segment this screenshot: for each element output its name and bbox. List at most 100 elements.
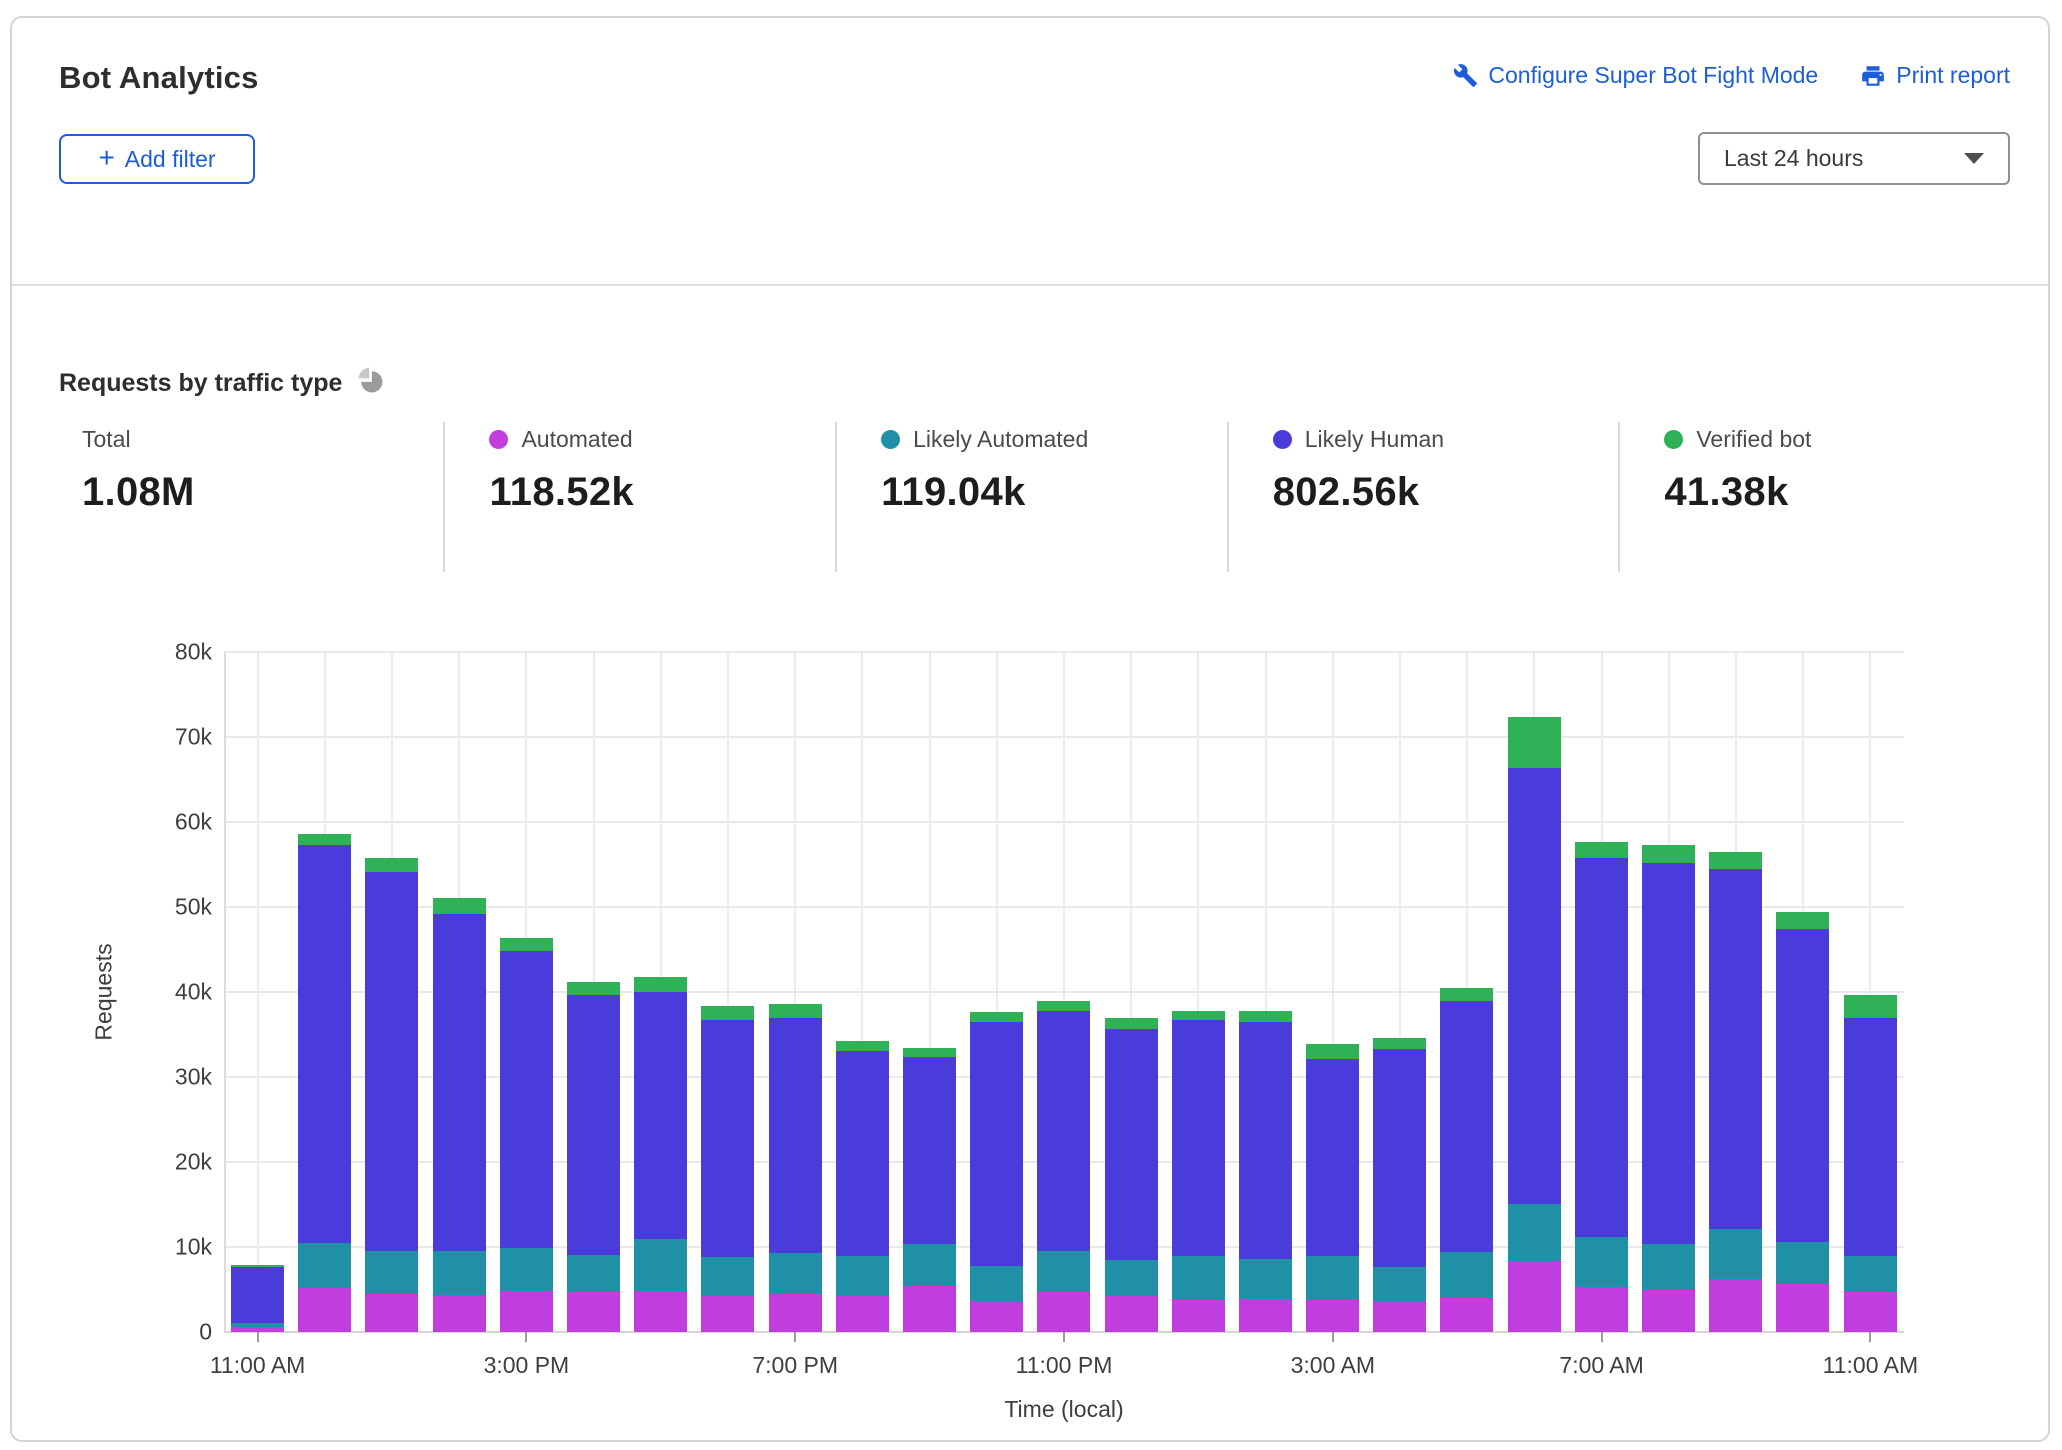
bar-segment-automated[interactable] [701,1296,754,1332]
bar-segment-verified-bot[interactable] [1105,1018,1158,1029]
bar-segment-likely-automated[interactable] [836,1256,889,1296]
bar-segment-likely-automated[interactable] [970,1266,1023,1302]
bar-segment-automated[interactable] [1508,1261,1561,1332]
bar-segment-automated[interactable] [1105,1296,1158,1332]
bar-segment-verified-bot[interactable] [769,1004,822,1018]
bar-segment-likely-automated[interactable] [1172,1256,1225,1300]
bar-segment-likely-human[interactable] [1172,1020,1225,1255]
bar-segment-verified-bot[interactable] [500,938,553,951]
bar-segment-likely-human[interactable] [1575,858,1628,1237]
bar-segment-automated[interactable] [1709,1279,1762,1332]
bar-segment-automated[interactable] [1373,1301,1426,1332]
bar-segment-likely-automated[interactable] [500,1248,553,1291]
bar-segment-automated[interactable] [298,1288,351,1332]
stacked-bar-11:00 AM[interactable] [1844,995,1897,1332]
bar-segment-likely-automated[interactable] [1440,1252,1493,1298]
bar-segment-likely-automated[interactable] [433,1251,486,1294]
bar-segment-likely-automated[interactable] [1037,1251,1090,1292]
bar-segment-likely-automated[interactable] [1306,1256,1359,1299]
bar-segment-automated[interactable] [903,1286,956,1332]
bar-segment-likely-human[interactable] [1709,869,1762,1229]
stacked-bar-2:00 AM[interactable] [1239,1011,1292,1332]
time-range-dropdown[interactable]: Last 24 hours [1698,132,2010,185]
bar-segment-verified-bot[interactable] [1172,1011,1225,1020]
bar-segment-verified-bot[interactable] [1776,912,1829,929]
bar-segment-likely-human[interactable] [903,1057,956,1244]
bar-segment-likely-human[interactable] [1642,863,1695,1245]
bar-segment-likely-human[interactable] [769,1018,822,1253]
bar-segment-likely-human[interactable] [836,1051,889,1257]
bar-segment-likely-human[interactable] [1776,929,1829,1242]
bar-segment-likely-human[interactable] [365,872,418,1251]
stacked-bar-12:00 PM[interactable] [298,834,351,1333]
bar-segment-likely-human[interactable] [433,914,486,1251]
bar-segment-verified-bot[interactable] [1373,1038,1426,1049]
bar-segment-likely-human[interactable] [1037,1011,1090,1252]
bar-segment-likely-automated[interactable] [903,1244,956,1287]
bar-segment-verified-bot[interactable] [433,898,486,914]
stacked-bar-10:00 AM[interactable] [1776,912,1829,1332]
bar-segment-verified-bot[interactable] [701,1006,754,1020]
bar-segment-likely-automated[interactable] [701,1257,754,1296]
bar-segment-likely-human[interactable] [1373,1049,1426,1267]
stacked-bar-6:00 AM[interactable] [1508,717,1561,1332]
bar-segment-verified-bot[interactable] [634,977,687,992]
stacked-bar-8:00 PM[interactable] [836,1041,889,1333]
stacked-bar-12:00 AM[interactable] [1105,1018,1158,1332]
bar-segment-verified-bot[interactable] [1239,1011,1292,1022]
bar-segment-verified-bot[interactable] [1709,852,1762,869]
bar-segment-automated[interactable] [769,1294,822,1332]
bar-segment-automated[interactable] [1776,1284,1829,1332]
bar-segment-likely-automated[interactable] [365,1251,418,1294]
bar-segment-likely-human[interactable] [231,1267,284,1322]
print-report-link[interactable]: Print report [1860,62,2010,89]
bar-segment-verified-bot[interactable] [567,982,620,995]
bar-segment-verified-bot[interactable] [836,1041,889,1051]
configure-super-bot-fight-mode-link[interactable]: Configure Super Bot Fight Mode [1453,62,1818,89]
bar-segment-likely-automated[interactable] [769,1253,822,1294]
bar-segment-verified-bot[interactable] [365,858,418,872]
bar-segment-verified-bot[interactable] [903,1048,956,1057]
stacked-bar-9:00 PM[interactable] [903,1048,956,1332]
bar-segment-likely-automated[interactable] [1844,1256,1897,1292]
bar-segment-automated[interactable] [1172,1300,1225,1332]
stacked-bar-4:00 AM[interactable] [1373,1038,1426,1332]
bar-segment-likely-automated[interactable] [1105,1260,1158,1297]
stacked-bar-9:00 AM[interactable] [1709,852,1762,1332]
stacked-bar-5:00 PM[interactable] [634,977,687,1332]
bar-segment-automated[interactable] [1440,1298,1493,1332]
bar-segment-automated[interactable] [433,1295,486,1332]
stacked-bar-2:00 PM[interactable] [433,898,486,1332]
bar-segment-likely-automated[interactable] [1373,1267,1426,1301]
bar-segment-automated[interactable] [365,1294,418,1332]
bar-segment-verified-bot[interactable] [1306,1044,1359,1059]
bar-segment-likely-automated[interactable] [1776,1242,1829,1285]
bar-segment-likely-automated[interactable] [298,1243,351,1288]
stacked-bar-11:00 PM[interactable] [1037,1001,1090,1332]
bar-segment-likely-automated[interactable] [1642,1244,1695,1290]
stacked-bar-7:00 AM[interactable] [1575,842,1628,1332]
bar-segment-likely-automated[interactable] [1709,1229,1762,1279]
bar-segment-likely-human[interactable] [970,1022,1023,1266]
stacked-bar-1:00 AM[interactable] [1172,1011,1225,1332]
bar-segment-verified-bot[interactable] [1642,845,1695,863]
bar-segment-likely-automated[interactable] [1575,1237,1628,1287]
stacked-bar-8:00 AM[interactable] [1642,845,1695,1332]
stacked-bar-1:00 PM[interactable] [365,858,418,1332]
bar-segment-verified-bot[interactable] [1440,988,1493,1001]
bar-segment-likely-human[interactable] [1844,1018,1897,1257]
add-filter-button[interactable]: + Add filter [59,134,255,184]
bar-segment-automated[interactable] [500,1291,553,1332]
stacked-bar-5:00 AM[interactable] [1440,988,1493,1332]
bar-segment-automated[interactable] [1642,1290,1695,1332]
bar-segment-automated[interactable] [1239,1299,1292,1332]
bar-segment-likely-human[interactable] [567,995,620,1255]
bar-segment-likely-human[interactable] [1239,1022,1292,1259]
bar-segment-verified-bot[interactable] [1844,995,1897,1017]
bar-segment-automated[interactable] [836,1296,889,1332]
stacked-bar-10:00 PM[interactable] [970,1012,1023,1332]
bar-segment-automated[interactable] [567,1292,620,1332]
bar-segment-automated[interactable] [1575,1287,1628,1332]
bar-segment-verified-bot[interactable] [970,1012,1023,1022]
bar-segment-verified-bot[interactable] [1575,842,1628,858]
